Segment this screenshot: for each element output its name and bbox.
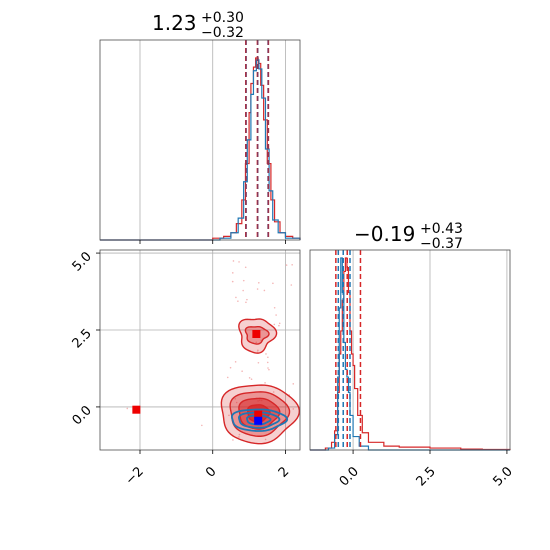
red-histogram-line: [100, 57, 301, 241]
scatter-point: [285, 264, 288, 266]
marginal-x-title-median: 1.23: [152, 11, 197, 35]
scatter-point: [263, 289, 266, 292]
y-tick-label: 5.0: [70, 249, 95, 274]
scatter-point: [272, 282, 274, 285]
scatter-point: [278, 324, 280, 327]
blue-marker: [254, 416, 263, 425]
scatter-point: [232, 439, 234, 441]
scatter-point: [257, 361, 260, 364]
marginal-y-title-median: −0.19: [354, 222, 415, 246]
scatter-point: [237, 300, 239, 302]
scatter-point: [267, 367, 269, 369]
scatter-point: [229, 366, 232, 369]
marginal-y-title-minus: −0.37: [420, 236, 463, 252]
joint-panel: −2 0 2 0.0 2.5 5.0: [70, 249, 301, 488]
x-tick-label: −2: [123, 464, 147, 488]
scatter-point: [235, 296, 237, 299]
x-tick-label: 0.0: [337, 464, 362, 489]
scatter-point: [228, 414, 230, 417]
scatter-point: [257, 349, 259, 352]
scatter-point: [265, 353, 267, 355]
scatter-point: [226, 376, 229, 379]
scatter-point: [264, 438, 267, 441]
scatter-point: [291, 263, 293, 266]
blue-contour-level: [246, 414, 272, 426]
blue-histogram-line: [310, 257, 510, 451]
scatter-point: [256, 288, 259, 290]
scatter-point: [255, 341, 258, 344]
marginal-y-title-plus: +0.43: [420, 221, 463, 237]
blue-contour-level: [238, 411, 281, 429]
marginal-x-title-plus: +0.30: [201, 10, 244, 26]
scatter-point: [266, 361, 269, 364]
scatter-point: [292, 383, 295, 385]
scatter-point: [246, 298, 248, 301]
scatter-point: [290, 284, 293, 286]
scatter-point: [234, 361, 237, 363]
x-tick-label: 5.0: [491, 464, 516, 489]
scatter-point: [231, 272, 234, 274]
scatter-point: [241, 370, 243, 372]
scatter-point: [238, 433, 241, 436]
scatter-point: [201, 424, 203, 427]
marginal-x-plot-area: [99, 39, 301, 244]
joint-frame: [99, 249, 301, 451]
scatter-point: [232, 260, 235, 262]
red-marker: [252, 330, 261, 338]
red-marker: [132, 405, 141, 414]
scatter-point: [244, 266, 247, 269]
x-tick-label: 0: [203, 464, 219, 480]
marginal-x-panel: 1.23 +0.30 −0.32: [99, 10, 301, 244]
scatter-point: [272, 391, 275, 393]
scatter-point: [231, 280, 234, 283]
scatter-point: [242, 289, 244, 292]
scatter-point: [264, 382, 266, 384]
joint-plot-area: −2 0 2 0.0 2.5 5.0: [70, 249, 301, 488]
scatter-point: [257, 282, 260, 284]
red-histogram-line: [310, 257, 511, 451]
y-tick-label: 2.5: [70, 326, 95, 351]
scatter-point: [242, 279, 245, 282]
scatter-point: [273, 323, 276, 326]
red-marker: [254, 410, 263, 419]
x-tick-label: 2: [276, 464, 292, 480]
x-tick-label: 2.5: [414, 464, 439, 489]
y-tick-label: 0.0: [70, 403, 95, 428]
scatter-point: [292, 408, 295, 410]
scatter-point: [234, 398, 237, 400]
scatter-point: [238, 436, 240, 438]
scatter-point: [273, 306, 276, 309]
blue-histogram-line: [100, 59, 301, 241]
scatter-point: [235, 401, 238, 404]
scatter-point: [268, 368, 270, 371]
scatter-point: [238, 261, 240, 263]
marginal-x-title-minus: −0.32: [201, 25, 244, 41]
scatter-point: [278, 322, 281, 325]
marginal-x-frame: [99, 39, 301, 241]
marginal-y-panel: −0.19 +0.43 −0.37 0.0 2.5 5.0: [309, 221, 516, 489]
marginal-y-frame: [309, 249, 511, 451]
scatter-point: [250, 378, 253, 381]
scatter-point: [248, 377, 251, 379]
scatter-point: [245, 301, 247, 304]
scatter-point: [126, 407, 129, 410]
scatter-point: [275, 314, 277, 316]
scatter-point: [267, 356, 269, 359]
blue-contour-level: [231, 408, 289, 432]
marginal-y-plot-area: 0.0 2.5 5.0: [309, 249, 516, 489]
